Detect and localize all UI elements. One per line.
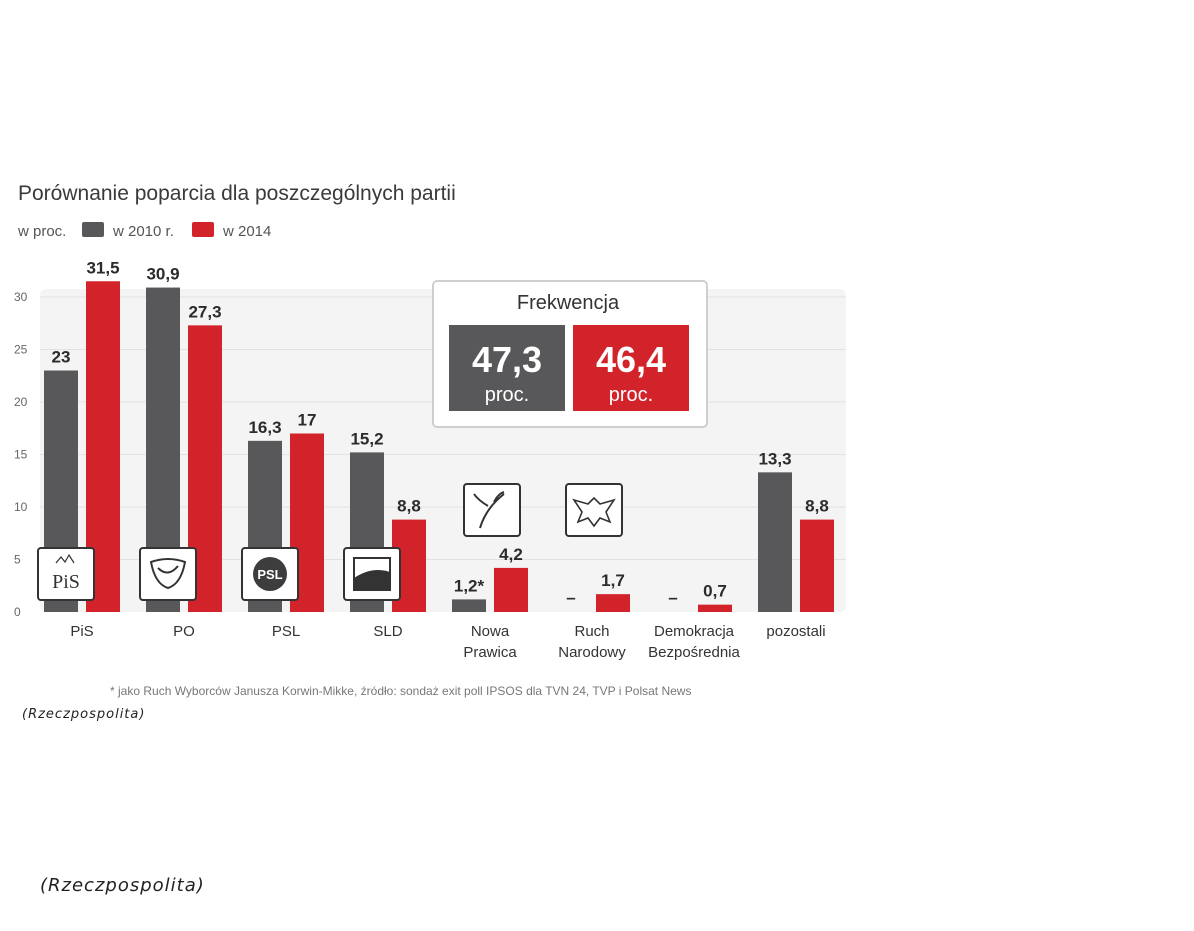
psl-logo: PSL <box>241 547 299 601</box>
data-label: 8,8 <box>397 497 421 516</box>
x-tick-label: Ruch <box>574 623 609 640</box>
x-tick-label: PSL <box>272 623 300 640</box>
legend-unit: w proc. <box>17 223 66 240</box>
legend-item: w 2014 <box>222 223 271 240</box>
chart-title: Porównanie poparcia dla poszczególnych p… <box>18 182 456 205</box>
y-tick-label: 25 <box>14 343 28 357</box>
data-label: 1,7 <box>601 571 625 590</box>
data-label: – <box>668 588 677 607</box>
data-label: 31,5 <box>86 258 119 277</box>
sld-wave-icon <box>354 570 390 590</box>
data-label: 16,3 <box>248 418 281 437</box>
turnout-value: 47,3 <box>472 339 542 380</box>
data-label: 1,2* <box>454 576 485 595</box>
turnout-tile <box>449 325 565 411</box>
pis-logo: PiS <box>37 547 95 601</box>
data-label: 0,7 <box>703 582 727 601</box>
bar <box>698 604 732 612</box>
data-label: 17 <box>298 411 317 430</box>
logo-frame <box>139 547 197 601</box>
legend-swatch <box>192 222 214 237</box>
bar <box>596 594 630 612</box>
sld-logo <box>343 547 401 601</box>
x-tick-label: SLD <box>373 623 402 640</box>
bar <box>800 519 834 612</box>
po-smile-icon <box>157 565 179 574</box>
ruch-narodowy-logo <box>565 483 623 537</box>
bar <box>758 472 792 612</box>
y-tick-label: 0 <box>14 605 21 619</box>
x-tick-label: Nowa <box>471 623 510 640</box>
logo-frame <box>37 547 95 601</box>
x-tick-label: Narodowy <box>558 644 626 661</box>
data-label: 13,3 <box>758 449 791 468</box>
x-tick-label: PiS <box>70 623 93 640</box>
bar <box>494 567 528 612</box>
data-label: 30,9 <box>146 265 179 284</box>
nowa-prawica-logo <box>463 483 521 537</box>
turnout-tile <box>573 325 689 411</box>
source-label-small: (Rzeczpospolita) <box>22 707 146 722</box>
turnout-value: 46,4 <box>596 339 666 380</box>
data-label: 23 <box>52 348 71 367</box>
y-tick-label: 30 <box>14 290 28 304</box>
data-label: 8,8 <box>805 497 829 516</box>
y-tick-label: 20 <box>14 395 28 409</box>
eagle-icon <box>473 491 505 529</box>
y-tick-label: 15 <box>14 448 28 462</box>
pis-bird-icon <box>55 553 75 564</box>
data-label: 15,2 <box>350 429 383 448</box>
po-shield-icon <box>149 558 187 590</box>
white-eagle-icon <box>572 496 616 528</box>
data-label: 4,2 <box>499 545 523 564</box>
po-logo <box>139 547 197 601</box>
x-tick-label: Prawica <box>463 644 517 661</box>
x-tick-label: Demokracja <box>654 623 735 640</box>
legend-swatch <box>82 222 104 237</box>
plot-area: 0 5 10 15 20 25 30 23 31,5 PiS 30,9 27,3 PO 16,3 17 PSL… <box>14 258 846 661</box>
x-tick-label: pozostali <box>766 623 825 640</box>
legend: w proc. w 2010 r. w 2014 <box>17 222 271 240</box>
x-tick-label: PO <box>173 623 195 640</box>
data-label: – <box>566 588 575 607</box>
turnout-box: Frekwencja 47,3 proc. 46,4 proc. <box>432 280 708 428</box>
psl-logo-text: PSL <box>257 567 282 582</box>
turnout-title: Frekwencja <box>517 292 620 314</box>
psl-clover-icon <box>253 557 287 591</box>
footnote: * jako Ruch Wyborców Janusza Korwin-Mikk… <box>110 684 691 698</box>
turnout-unit: proc. <box>609 384 653 406</box>
data-label: 27,3 <box>188 302 221 321</box>
y-tick-label: 5 <box>14 553 21 567</box>
y-tick-label: 10 <box>14 500 28 514</box>
pis-logo-text: PiS <box>52 571 80 593</box>
legend-item: w 2010 r. <box>112 223 174 240</box>
turnout-unit: proc. <box>485 384 529 406</box>
x-tick-label: Bezpośrednia <box>648 644 740 661</box>
bar <box>452 599 486 612</box>
logo-frame <box>463 483 521 537</box>
source-label-large: (Rzeczpospolita) <box>40 875 205 896</box>
